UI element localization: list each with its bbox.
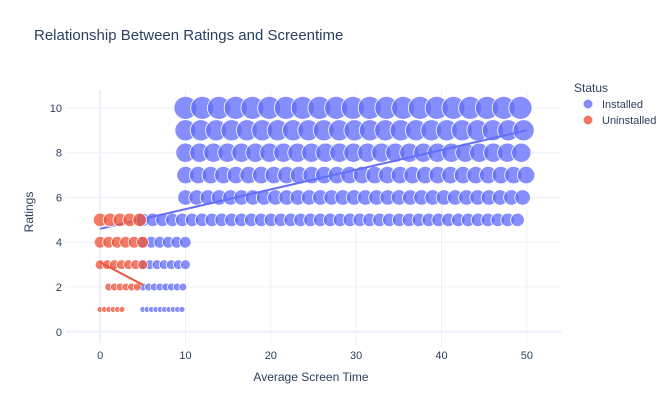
legend: Status Installed Uninstalled — [574, 81, 656, 127]
data-point — [178, 282, 188, 292]
x-axis-title: Average Screen Time — [253, 370, 368, 384]
x-tick-label: 40 — [435, 350, 447, 362]
legend-item-installed[interactable]: Installed — [583, 99, 643, 111]
legend-marker — [583, 99, 593, 109]
data-point — [510, 212, 525, 228]
data-point — [137, 259, 149, 270]
data-point — [514, 189, 531, 206]
x-tick-label: 20 — [265, 350, 277, 362]
trend-line — [99, 261, 144, 286]
y-tick-label: 10 — [50, 103, 62, 115]
series-installed — [99, 95, 536, 313]
data-point — [511, 142, 532, 163]
y-tick-label: 4 — [56, 237, 62, 249]
data-point — [516, 165, 536, 185]
data-point — [178, 306, 186, 313]
x-tick-label: 50 — [521, 350, 533, 362]
data-point — [132, 282, 142, 292]
tick-labels: 0 10 20 30 40 50 0 2 4 6 8 10 — [50, 103, 533, 362]
data-point — [178, 235, 192, 249]
y-tick-label: 2 — [56, 282, 62, 294]
x-tick-label: 10 — [179, 350, 191, 362]
x-tick-label: 30 — [350, 350, 362, 362]
legend-title: Status — [574, 81, 608, 95]
data-point — [136, 235, 149, 249]
y-tick-label: 0 — [56, 327, 62, 339]
legend-item-uninstalled[interactable]: Uninstalled — [583, 115, 657, 127]
y-axis-title: Ratings — [22, 192, 36, 233]
series-uninstalled — [92, 212, 149, 313]
data-point — [508, 95, 533, 120]
chart-title: Relationship Between Ratings and Screent… — [34, 27, 343, 44]
data-point — [118, 306, 126, 313]
data-point — [132, 212, 147, 228]
data-point — [180, 259, 191, 270]
plot-area — [92, 95, 536, 313]
y-tick-label: 6 — [56, 192, 62, 204]
x-tick-label: 0 — [97, 350, 103, 362]
trend-line — [99, 129, 528, 230]
legend-label: Installed — [602, 99, 643, 111]
legend-marker — [583, 115, 593, 125]
legend-label: Uninstalled — [602, 115, 656, 127]
y-tick-label: 8 — [56, 148, 62, 160]
